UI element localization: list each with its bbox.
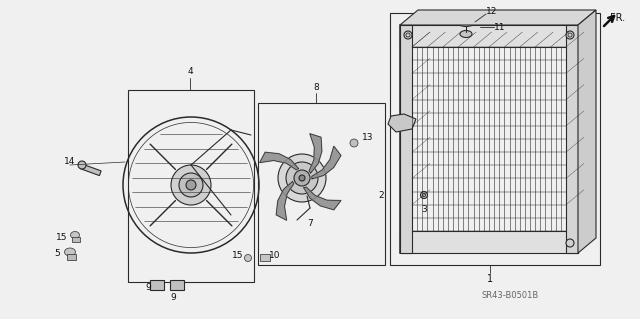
Text: 1: 1 [487,274,493,284]
Circle shape [286,162,318,194]
Bar [150,280,164,290]
Polygon shape [309,134,322,173]
Circle shape [179,173,203,197]
Polygon shape [400,10,596,25]
Polygon shape [276,182,294,220]
Circle shape [278,154,326,202]
Polygon shape [260,152,299,170]
Polygon shape [388,114,416,132]
Polygon shape [304,187,341,210]
Text: 7: 7 [307,219,313,227]
Ellipse shape [65,248,76,256]
Circle shape [171,165,211,205]
Bar [400,231,578,253]
Ellipse shape [566,31,574,39]
Bar [72,237,80,242]
Circle shape [294,170,310,186]
Text: 8: 8 [313,84,319,93]
Text: 9: 9 [145,283,151,292]
Ellipse shape [457,18,475,26]
Bar [400,25,578,253]
Circle shape [186,180,196,190]
Ellipse shape [460,31,472,38]
Text: 3: 3 [421,204,427,213]
Text: 15: 15 [232,250,244,259]
Ellipse shape [566,239,574,247]
Text: SR43-B0501B: SR43-B0501B [481,292,539,300]
Text: 11: 11 [494,23,506,32]
Text: 13: 13 [362,133,374,143]
Ellipse shape [244,255,252,262]
Text: 10: 10 [269,250,281,259]
Bar [260,254,270,261]
Polygon shape [578,10,596,253]
Circle shape [299,175,305,181]
Text: 4: 4 [187,68,193,77]
Text: 2: 2 [378,190,384,199]
Bar [258,103,385,265]
Bar [566,25,578,253]
Ellipse shape [70,232,79,239]
Bar [170,280,184,290]
Bar [81,164,101,175]
Text: 5: 5 [54,249,60,258]
Ellipse shape [404,31,412,39]
Text: 9: 9 [170,293,176,301]
Polygon shape [312,146,341,179]
Ellipse shape [420,191,428,198]
Ellipse shape [78,161,86,169]
Bar [400,25,578,47]
Text: 14: 14 [64,158,76,167]
Text: 15: 15 [56,234,68,242]
Text: 12: 12 [486,8,498,17]
Ellipse shape [350,139,358,147]
Bar [128,90,254,282]
Bar [400,25,412,253]
Bar [390,13,600,265]
Text: FR.: FR. [610,13,625,23]
Bar [67,254,76,260]
